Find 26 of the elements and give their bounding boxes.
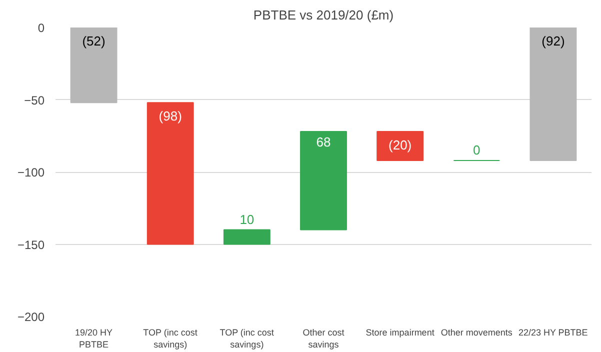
y-tick-label: −150 [17, 238, 45, 252]
x-tick-label: Other movements [440, 328, 513, 338]
bar [70, 28, 118, 104]
y-tick-label: 0 [38, 21, 45, 35]
bar [223, 229, 270, 245]
x-tick-label: TOP (inc cost savings) [143, 328, 198, 350]
bar [376, 131, 424, 161]
x-tick-label: 22/23 HY PBTBE [518, 328, 588, 338]
data-label: 68 [316, 134, 331, 150]
data-label: (20) [388, 138, 412, 153]
chart-title: PBTBE vs 2019/20 (£m) [253, 8, 394, 22]
data-label: 10 [240, 212, 254, 227]
bar [530, 28, 577, 161]
bar [300, 131, 347, 230]
y-tick-label: −100 [17, 166, 45, 180]
x-tick-label: 19/20 HY PBTBE [75, 328, 113, 350]
data-label: (92) [542, 34, 565, 48]
x-tick-label: Other cost savings [302, 328, 345, 350]
data-label: (98) [158, 108, 182, 124]
bar [146, 102, 194, 245]
x-tick-label: Store impairment [366, 328, 435, 338]
y-tick-label: −200 [17, 310, 45, 324]
data-label: 0 [473, 142, 480, 158]
y-tick-label: −50 [24, 93, 45, 108]
x-tick-label: TOP (inc cost savings) [220, 328, 274, 350]
data-label: (52) [82, 34, 106, 48]
